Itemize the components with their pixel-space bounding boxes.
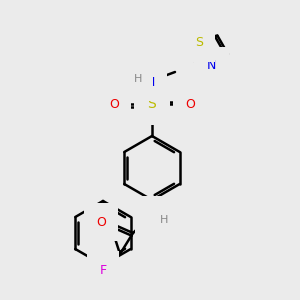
- Text: S: S: [148, 97, 156, 111]
- Text: S: S: [195, 36, 203, 50]
- Text: N: N: [207, 59, 216, 72]
- Text: N: N: [145, 76, 155, 88]
- Text: O: O: [109, 98, 119, 110]
- Text: F: F: [99, 263, 106, 277]
- Text: S: S: [148, 97, 156, 111]
- Text: H: H: [160, 215, 168, 225]
- Text: H: H: [134, 74, 142, 84]
- Text: O: O: [185, 98, 195, 110]
- Text: O: O: [96, 215, 106, 229]
- Text: N: N: [147, 208, 157, 221]
